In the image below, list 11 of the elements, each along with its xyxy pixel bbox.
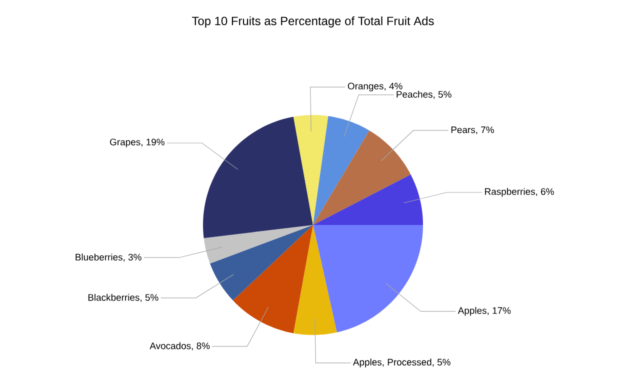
slice-label: Blackberries, 5% bbox=[88, 294, 158, 302]
chart-title: Top 10 Fruits as Percentage of Total Fruit Ads bbox=[192, 16, 434, 28]
slice-label: Apples, Processed, 5% bbox=[352, 358, 450, 368]
slice-label: Apples, 17% bbox=[458, 306, 511, 316]
slice-label: Blueberries, 3% bbox=[76, 253, 142, 262]
slice-label: Peaches, 5% bbox=[396, 90, 452, 99]
slice-label: Avocados, 8% bbox=[150, 342, 210, 350]
slice-label: Oranges, 4% bbox=[348, 82, 402, 92]
slice-label: Pears, 7% bbox=[451, 126, 494, 134]
slice-label: Grapes, 19% bbox=[110, 138, 164, 148]
slice-label: Raspberries, 6% bbox=[485, 188, 554, 197]
